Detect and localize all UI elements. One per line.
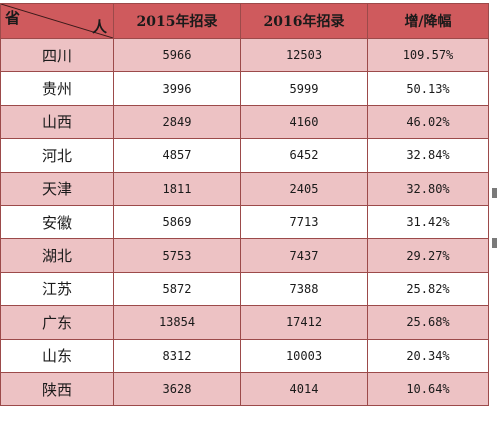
province-cell: 陕西 bbox=[0, 371, 114, 407]
table-row: 安徽 5869 7713 31.42% bbox=[0, 204, 489, 240]
header-change: 增/降幅 bbox=[367, 3, 489, 39]
corner-header-cell: 省 人 bbox=[0, 3, 114, 39]
value-2015-cell: 2849 bbox=[113, 104, 241, 140]
province-cell: 天津 bbox=[0, 171, 114, 206]
diagonal-divider bbox=[1, 4, 113, 38]
province-cell: 贵州 bbox=[0, 71, 114, 106]
value-2015-cell: 3628 bbox=[113, 371, 241, 407]
province-cell: 安徽 bbox=[0, 204, 114, 240]
province-cell: 河北 bbox=[0, 138, 114, 173]
value-2016-cell: 10003 bbox=[240, 338, 368, 373]
change-cell: 109.57% bbox=[367, 37, 489, 73]
change-cell: 25.68% bbox=[367, 305, 489, 340]
province-cell: 湖北 bbox=[0, 238, 114, 273]
table-row: 河北 4857 6452 32.84% bbox=[0, 138, 489, 173]
change-cell: 25.82% bbox=[367, 271, 489, 307]
change-cell: 20.34% bbox=[367, 338, 489, 373]
change-cell: 46.02% bbox=[367, 104, 489, 140]
value-2016-cell: 7713 bbox=[240, 204, 368, 240]
change-cell: 29.27% bbox=[367, 238, 489, 273]
value-2015-cell: 13854 bbox=[113, 305, 241, 340]
resize-handle-top[interactable] bbox=[492, 188, 497, 198]
value-2015-cell: 5966 bbox=[113, 37, 241, 73]
province-cell: 四川 bbox=[0, 37, 114, 73]
corner-label-province: 省 bbox=[5, 9, 21, 27]
value-2015-cell: 4857 bbox=[113, 138, 241, 173]
value-2016-cell: 7388 bbox=[240, 271, 368, 307]
province-cell: 广东 bbox=[0, 305, 114, 340]
change-cell: 32.80% bbox=[367, 171, 489, 206]
province-cell: 山西 bbox=[0, 104, 114, 140]
change-cell: 10.64% bbox=[367, 371, 489, 407]
value-2015-cell: 1811 bbox=[113, 171, 241, 206]
change-cell: 32.84% bbox=[367, 138, 489, 173]
value-2015-cell: 5872 bbox=[113, 271, 241, 307]
value-2016-cell: 4014 bbox=[240, 371, 368, 407]
header-row: 省 人 2015年招录 2016年招录 增/降幅 bbox=[0, 3, 489, 39]
value-2015-cell: 3996 bbox=[113, 71, 241, 106]
value-2016-cell: 2405 bbox=[240, 171, 368, 206]
resize-handle-bottom[interactable] bbox=[492, 238, 497, 248]
change-cell: 50.13% bbox=[367, 71, 489, 106]
table-row: 陕西 3628 4014 10.64% bbox=[0, 371, 489, 407]
table-row: 贵州 3996 5999 50.13% bbox=[0, 71, 489, 106]
table-row: 四川 5966 12503 109.57% bbox=[0, 37, 489, 73]
table-row: 山东 8312 10003 20.34% bbox=[0, 338, 489, 373]
table-row: 湖北 5753 7437 29.27% bbox=[0, 238, 489, 273]
recruitment-table: 省 人 2015年招录 2016年招录 增/降幅 四川 5966 12503 1… bbox=[0, 3, 489, 407]
value-2016-cell: 6452 bbox=[240, 138, 368, 173]
value-2016-cell: 17412 bbox=[240, 305, 368, 340]
province-cell: 山东 bbox=[0, 338, 114, 373]
table-row: 山西 2849 4160 46.02% bbox=[0, 104, 489, 140]
value-2016-cell: 4160 bbox=[240, 104, 368, 140]
value-2016-cell: 5999 bbox=[240, 71, 368, 106]
table-row: 天津 1811 2405 32.80% bbox=[0, 171, 489, 206]
header-2015: 2015年招录 bbox=[113, 3, 241, 39]
header-2016: 2016年招录 bbox=[240, 3, 368, 39]
change-cell: 31.42% bbox=[367, 204, 489, 240]
value-2016-cell: 12503 bbox=[240, 37, 368, 73]
value-2015-cell: 8312 bbox=[113, 338, 241, 373]
table-row: 江苏 5872 7388 25.82% bbox=[0, 271, 489, 307]
value-2016-cell: 7437 bbox=[240, 238, 368, 273]
province-cell: 江苏 bbox=[0, 271, 114, 307]
value-2015-cell: 5869 bbox=[113, 204, 241, 240]
corner-label-people: 人 bbox=[91, 18, 107, 36]
table-row: 广东 13854 17412 25.68% bbox=[0, 305, 489, 340]
value-2015-cell: 5753 bbox=[113, 238, 241, 273]
